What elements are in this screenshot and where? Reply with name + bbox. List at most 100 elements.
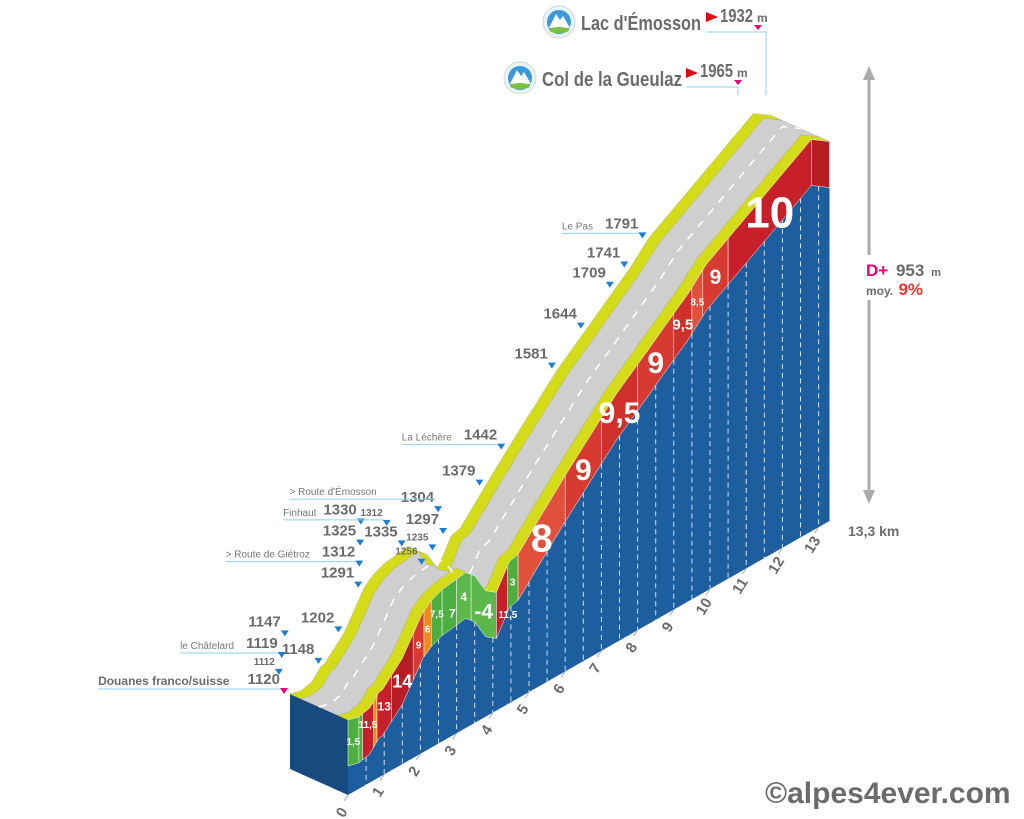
elevation-marker-icon xyxy=(382,519,391,526)
km-tick-label: 6 xyxy=(550,681,569,697)
km-tick xyxy=(669,609,675,616)
km-tick-label: 12 xyxy=(765,554,788,577)
waypoint-elevation: 1235 xyxy=(406,532,429,543)
elevation-gain-arrow xyxy=(863,66,875,504)
elevation-marker-icon xyxy=(277,652,286,659)
waypoint-elevation: 1312 xyxy=(360,508,383,519)
waypoint-elevation: 1120 xyxy=(247,671,280,688)
waypoint-elevation: 1442 xyxy=(464,427,497,444)
gradient-label: 9 xyxy=(416,640,422,651)
gradient-label: 14 xyxy=(392,672,412,692)
elevation-marker-icon xyxy=(475,479,484,486)
waypoint-elevation: 1312 xyxy=(322,544,355,561)
dplus-label: D+ xyxy=(866,261,888,280)
waypoint-elevation: 1119 xyxy=(246,635,278,652)
gradient-label: 9,5 xyxy=(672,316,693,333)
elevation-marker-icon xyxy=(397,540,406,547)
avg-value: 9% xyxy=(898,280,923,299)
waypoint-name: La Léchère xyxy=(402,433,452,444)
elevation-marker-icon xyxy=(280,630,289,637)
summit-elev-col-gueulaz: 1965 xyxy=(700,61,733,81)
elevation-marker-icon xyxy=(638,232,647,239)
road-verge-back xyxy=(289,113,782,699)
waypoint-elevation: 1304 xyxy=(401,489,435,506)
elevation-marker-icon xyxy=(274,668,283,675)
summit-elev-lac-emosson: 1932 xyxy=(720,6,753,26)
waypoint-elevation: 1379 xyxy=(442,463,475,480)
km-tick xyxy=(705,588,711,596)
gradient-label: 1,5 xyxy=(346,737,360,748)
gradient-label: 11,5 xyxy=(498,610,517,621)
km-tick xyxy=(814,526,820,534)
waypoint-elevation: 1112 xyxy=(254,657,276,668)
waypoint-elevation: 1202 xyxy=(301,609,334,626)
gradient-label: 4 xyxy=(460,590,467,604)
waypoint-name: > Route de Giétroz xyxy=(226,550,310,561)
gradient-label: 9,5 xyxy=(599,397,641,430)
km-tick-label: 11 xyxy=(729,575,752,597)
gradient-label: 10 xyxy=(745,188,794,237)
flag-icon xyxy=(706,12,718,22)
waypoint-elevation: 1297 xyxy=(406,511,439,528)
waypoint-elevation: 1581 xyxy=(515,346,548,363)
elevation-marker-icon xyxy=(439,527,448,534)
elevation-marker-icon xyxy=(605,281,614,288)
road-centerline xyxy=(318,125,801,708)
copyright-watermark: ©alpes4ever.com xyxy=(765,777,1011,810)
elevation-marker-icon xyxy=(280,688,288,694)
waypoint-elevation: 1330 xyxy=(323,501,356,518)
elevation-marker-icon xyxy=(434,506,443,513)
waypoint-elevation: 1335 xyxy=(364,523,397,540)
summit-unit: m xyxy=(757,11,768,25)
stats-line-dplus: D+ 953 m xyxy=(866,261,941,280)
km-tick xyxy=(560,671,566,678)
gradient-label: 11,5 xyxy=(358,720,377,731)
summit-labels: Lac d'Émosson 1932 m Col de la Gueulaz 1… xyxy=(503,5,768,95)
gradient-label: 9 xyxy=(647,347,664,380)
gradient-label: 7 xyxy=(449,607,456,621)
km-tick xyxy=(524,691,530,699)
km-tick-label: 10 xyxy=(693,595,716,618)
km-tick xyxy=(452,732,458,740)
km-tick-label: 4 xyxy=(478,722,497,739)
elevation-marker-icon xyxy=(547,362,556,369)
km-tick-label: 3 xyxy=(441,743,460,759)
elevation-marker-icon xyxy=(497,443,506,450)
km-tick-label: 13 xyxy=(801,533,824,556)
total-distance: 13,3 km xyxy=(848,523,899,539)
km-tick-label: 1 xyxy=(369,784,388,800)
waypoint-elevation: 1291 xyxy=(321,565,354,582)
dplus-unit: m xyxy=(931,267,941,279)
waypoint-name: Douanes franco/suisse xyxy=(98,674,230,688)
gradient-label: 8 xyxy=(531,517,553,560)
elevation-marker-icon xyxy=(620,261,629,268)
km-tick xyxy=(415,753,421,761)
waypoint-elevation: 1791 xyxy=(605,215,638,232)
waypoint-name: Le Pas xyxy=(562,221,593,232)
elevation-marker-icon xyxy=(356,539,365,546)
summit-unit: m xyxy=(737,66,748,80)
waypoint-elevation: 1325 xyxy=(323,523,356,540)
waypoint-name: le Châtelard xyxy=(180,641,234,652)
km-tick xyxy=(777,547,783,555)
waypoint-name: > Route d'Émosson xyxy=(290,485,377,498)
km-tick-label: 2 xyxy=(405,763,424,779)
waypoint-name: Finhaut xyxy=(283,508,317,519)
gradient-label: - 8,5% xyxy=(814,126,843,137)
gradient-label: 6 xyxy=(425,624,431,635)
avg-label: moy. xyxy=(866,284,893,298)
km-tick-label: 5 xyxy=(514,702,533,718)
gradient-label: 9 xyxy=(710,266,722,289)
elevation-marker-icon xyxy=(417,558,426,565)
elevation-marker-icon xyxy=(576,322,585,329)
gradient-label: 13 xyxy=(378,699,392,713)
mountain-icon xyxy=(503,61,537,95)
km-tick xyxy=(633,629,639,637)
waypoint-elevation: 1709 xyxy=(572,265,605,282)
km-tick-label: 8 xyxy=(622,640,641,656)
waypoint-elevation: 1256 xyxy=(395,547,418,558)
gradient-label: 8,5 xyxy=(690,297,704,308)
elevation-marker-icon xyxy=(334,626,343,633)
gradient-label: 9 xyxy=(575,454,592,487)
